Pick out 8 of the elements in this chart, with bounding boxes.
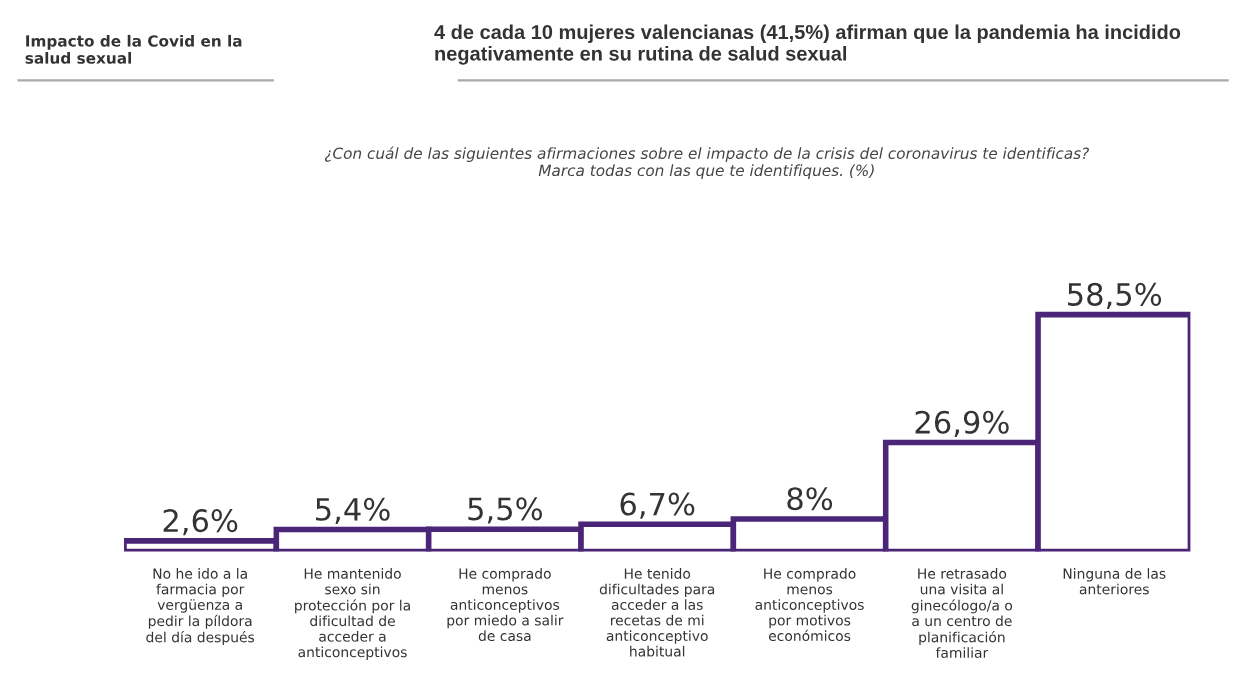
data-label: 5,4% [316,497,390,524]
data-label: 58,5% [1068,282,1162,310]
data-label: 8% [787,487,833,511]
data-label: 5,5% [468,497,542,524]
data-label: 6,7% [620,492,695,519]
data-label: 26,9% [915,410,1009,437]
data-label: 2,6% [163,509,238,536]
chart-title: 4 de cada 10 mujeres valencianas (41,5%) afirman que la pandemia ha incidido negativamente en su rutina de salud sexual [434,24,1181,65]
